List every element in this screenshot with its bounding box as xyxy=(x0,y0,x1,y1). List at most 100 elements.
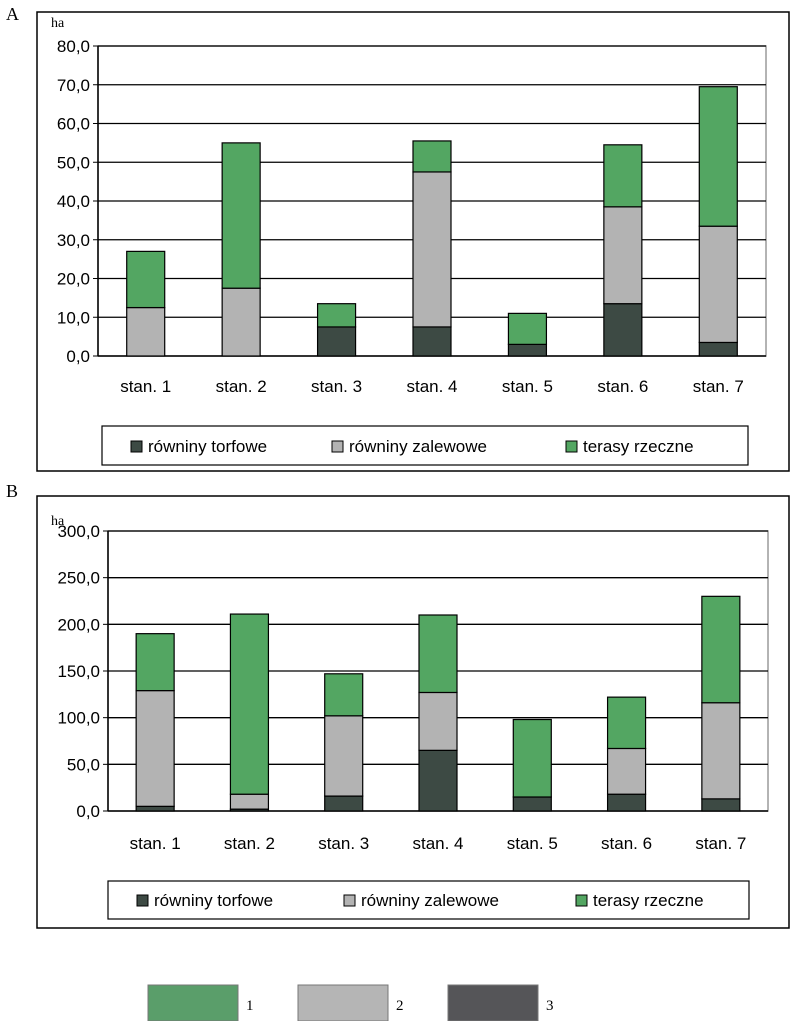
panel-a-bar-segment xyxy=(698,225,738,344)
panel-a-y-tick-label: 60,0 xyxy=(57,115,90,134)
panel-a-bar-segment xyxy=(316,326,357,357)
panel-b-bar-segment xyxy=(606,793,647,812)
panel-b-bar-segment xyxy=(135,689,175,807)
panel-b-frame xyxy=(36,495,790,929)
panel-a-bar-segment xyxy=(507,312,548,345)
key-swatch xyxy=(147,984,239,1021)
panel-b-x-category-label: stan. 6 xyxy=(601,834,652,853)
panel-b-legend-label: równiny zalewowe xyxy=(361,891,499,910)
panel-a-bar-segment xyxy=(698,341,738,357)
color-key: 1 2 3 xyxy=(147,984,554,1021)
panel-b-bar-segment xyxy=(324,795,364,812)
panel-a-x-category-label: stan. 7 xyxy=(693,377,744,396)
panel-a-legend-label: terasy rzeczne xyxy=(583,437,694,456)
key-label: 1 xyxy=(246,998,254,1014)
chart-panel-a: A ha 80,0 70,0 60,0 50,0 40,0 30,0 20,0 10,0 0,0… xyxy=(6,4,790,472)
panel-a-legend-box xyxy=(101,425,749,466)
panel-b-bar-segment xyxy=(606,747,647,795)
key-label: 2 xyxy=(396,998,404,1014)
panel-b-y-tick-label: 150,0 xyxy=(57,662,100,681)
panel-b-bar-segment xyxy=(418,614,458,694)
panel-a-frame xyxy=(36,11,790,472)
panel-a-bar-segment xyxy=(126,250,166,309)
panel-a-y-tick-label: 50,0 xyxy=(57,153,90,172)
panel-b-bar-segment xyxy=(701,798,741,812)
panel-a-x-category-label: stan. 6 xyxy=(597,377,648,396)
panel-b-legend-label: równiny torfowe xyxy=(154,891,273,910)
panel-b-bar-segment xyxy=(324,673,364,717)
panel-a-x-category-label: stan. 2 xyxy=(216,377,267,396)
panel-a-x-category-label: stan. 3 xyxy=(311,377,362,396)
panel-a-bar-segment xyxy=(507,343,548,357)
panel-a-y-tick-label: 80,0 xyxy=(57,37,90,56)
panel-a-legend-swatch xyxy=(130,440,143,453)
panel-a-letter: A xyxy=(6,4,19,24)
key-swatch xyxy=(297,984,389,1021)
panel-b-bar-segment xyxy=(418,749,458,812)
panel-b-y-tick-label: 50,0 xyxy=(67,755,100,774)
panel-b-y-tick-label: 250,0 xyxy=(57,569,100,588)
panel-b-legend-swatch xyxy=(136,894,149,907)
panel-a-unit-label: ha xyxy=(51,16,65,31)
panel-b-bar-segment xyxy=(135,633,175,692)
panel-a-legend-label: równiny torfowe xyxy=(148,437,267,456)
panel-a-y-tick-label: 20,0 xyxy=(57,270,90,289)
panel-a-y-tick-label: 30,0 xyxy=(57,231,90,250)
panel-b-y-tick-label: 300,0 xyxy=(57,522,100,541)
panel-b-letter: B xyxy=(6,481,18,501)
panel-b-bar-segment xyxy=(701,595,741,704)
panel-b-legend-swatch xyxy=(343,894,356,907)
panel-a-y-tick-label: 0,0 xyxy=(66,347,90,366)
panel-a-bar-segment xyxy=(126,306,166,357)
panel-a-bar-segment xyxy=(316,303,357,328)
panel-a-legend-swatch xyxy=(331,440,344,453)
panel-b-x-category-label: stan. 2 xyxy=(224,834,275,853)
panel-a-bar-segment xyxy=(603,206,643,305)
panel-b-y-tick-label: 100,0 xyxy=(57,709,100,728)
panel-a-bar-segment xyxy=(412,171,452,328)
panel-b-x-category-label: stan. 3 xyxy=(318,834,369,853)
chart-panel-b: B ha 300,0 250,0 200,0 150,0 100,0 50,0 0,0 sta… xyxy=(6,481,790,929)
panel-b-x-category-label: stan. 5 xyxy=(507,834,558,853)
panel-a-legend-label: równiny zalewowe xyxy=(349,437,487,456)
panel-a-bar-segment xyxy=(412,326,452,357)
panel-b-bar-segment xyxy=(512,718,552,798)
panel-a-legend-swatch xyxy=(565,440,578,453)
panel-b-y-tick-label: 0,0 xyxy=(76,802,100,821)
panel-b-bar-segment xyxy=(606,696,647,750)
panel-b-legend-label: terasy rzeczne xyxy=(593,891,704,910)
panel-a-plot: 80,0 70,0 60,0 50,0 40,0 30,0 20,0 10,0 0,0 stan.… xyxy=(57,37,767,396)
panel-b-y-tick-label: 200,0 xyxy=(57,615,100,634)
panel-a-bar-segment xyxy=(221,142,261,289)
panel-a-y-tick-label: 40,0 xyxy=(57,192,90,211)
key-label: 3 xyxy=(546,998,554,1014)
panel-a-bar-segment xyxy=(698,86,738,227)
panel-a-bar-segment xyxy=(412,140,452,173)
panel-b-bar-segment xyxy=(701,702,741,800)
panel-b-unit-label: ha xyxy=(51,514,65,529)
panel-b-bar-segment xyxy=(512,796,552,812)
key-swatch xyxy=(447,984,539,1021)
panel-b-legend-swatch xyxy=(575,894,588,907)
panel-a-x-category-label: stan. 4 xyxy=(406,377,457,396)
panel-a-y-tick-label: 70,0 xyxy=(57,76,90,95)
panel-b-bar-segment xyxy=(324,715,364,797)
panel-b-legend: równiny torfowe równiny zalewowe terasy rz… xyxy=(136,891,704,910)
panel-b-x-category-label: stan. 7 xyxy=(695,834,746,853)
panel-a-y-tick-label: 10,0 xyxy=(57,308,90,327)
panel-a-legend: równiny torfowe równiny zalewowe terasy rz… xyxy=(130,437,694,456)
panel-b-plot: 300,0 250,0 200,0 150,0 100,0 50,0 0,0 stan. 1 s… xyxy=(57,522,769,853)
panel-b-bar-segment xyxy=(229,793,270,810)
panel-a-bar-segment xyxy=(603,144,643,208)
panel-a-bar-segment xyxy=(221,287,261,357)
panel-b-legend-box xyxy=(107,880,750,920)
panel-a-bar-segment xyxy=(603,303,643,357)
panel-b-bar-segment xyxy=(418,691,458,751)
panel-b-bar-segment xyxy=(229,613,270,795)
panel-a-x-category-label: stan. 1 xyxy=(120,377,171,396)
panel-b-bar-segment xyxy=(135,805,175,812)
panel-b-x-category-label: stan. 1 xyxy=(130,834,181,853)
panel-a-x-category-label: stan. 5 xyxy=(502,377,553,396)
panel-b-x-category-label: stan. 4 xyxy=(412,834,463,853)
